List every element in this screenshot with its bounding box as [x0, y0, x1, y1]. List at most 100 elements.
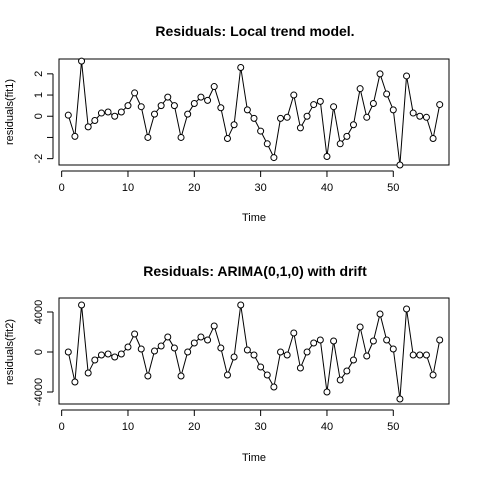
panel-2-series-segment — [353, 329, 361, 358]
panel-1-data-point — [230, 121, 238, 129]
panel-2-data-point — [237, 301, 245, 309]
panel-2-x-tick-label: 20 — [188, 421, 200, 433]
panel-1-data-point — [310, 101, 318, 109]
panel-1-series-segment — [367, 106, 373, 115]
panel-2-y-tick-label: -4000 — [33, 378, 45, 406]
panel-1-series-segment — [380, 76, 387, 92]
panel-1-series-segment — [320, 104, 328, 154]
panel-1-series-segment — [308, 106, 313, 114]
panel-2-data-point — [124, 343, 132, 351]
panel-2-data-point — [389, 345, 397, 353]
panel-1-y-tick-label: -2 — [33, 154, 45, 164]
panel-1-y-axis-label: residuals(fit1) — [4, 79, 16, 145]
panel-1-series-segment — [174, 108, 181, 135]
panel-2-data-point — [250, 351, 258, 359]
panel-1-series-segment — [214, 89, 221, 106]
panel-1-data-point — [237, 63, 245, 71]
panel-1-series-segment — [90, 122, 93, 126]
panel-2-series-segment — [273, 354, 281, 385]
panel-2-data-point — [263, 371, 271, 379]
panel-2-y-tick-label: 0 — [33, 349, 45, 355]
panel-2-data-point — [157, 342, 165, 350]
panel-1-data-point — [283, 113, 291, 121]
panel-2-data-point — [277, 348, 285, 356]
panel-2-x-tick-label: 30 — [255, 421, 267, 433]
panel-1-y-axis: -2 0 1 2 — [33, 71, 54, 164]
panel-1-series-segment — [406, 78, 414, 111]
panel-1-series-segment — [347, 127, 353, 135]
panel-2-data-point — [310, 339, 318, 347]
panel-1-data-point — [197, 93, 205, 101]
panel-1-x-axis: 0 10 20 30 40 50 — [59, 170, 399, 194]
panel-1-data-point — [104, 108, 112, 116]
panel-1-data-point — [84, 123, 92, 131]
panel-2-data-point — [78, 301, 86, 309]
panel-1-data-point — [429, 135, 437, 142]
panel-2-series-segment — [74, 307, 82, 380]
panel-1-series-segment — [287, 97, 294, 115]
panel-1-series-segment — [208, 89, 214, 98]
panel-1-series-segment — [148, 116, 155, 135]
panel-2-x-axis-label: Time — [242, 452, 266, 464]
panel-2-series-segment — [89, 362, 94, 371]
panel-2-x-tick-label: 10 — [122, 421, 134, 433]
panel-2-series-segment — [162, 339, 167, 344]
panel-2-data-point — [190, 339, 198, 347]
panel-1-data-point — [376, 70, 384, 78]
panel-2-data-point — [316, 336, 324, 344]
panel-1-data-point — [270, 154, 278, 162]
panel-2-series-segment — [148, 353, 155, 374]
panel-1-series-segment — [240, 70, 248, 107]
panel-2-series-segment — [399, 311, 407, 397]
panel-2-y-axis-label: residuals(fit2) — [4, 319, 16, 385]
panel-1-series-segment — [135, 95, 141, 105]
panel-2-series-segment — [426, 357, 433, 373]
panel-1-series-segment — [273, 121, 281, 155]
panel-1-series-segment — [399, 78, 407, 163]
panel-2-series-segment — [347, 362, 353, 369]
panel-1-data-point — [131, 89, 139, 97]
panel-2-data-point — [131, 330, 139, 338]
panel-1-y-tick-label: 0 — [33, 113, 45, 119]
panel-2-data-point — [197, 333, 205, 341]
panel-1-x-axis-label: Time — [242, 212, 266, 224]
panel-1-data-point — [243, 106, 251, 114]
panel-2-series-segment — [221, 350, 228, 373]
panel-2-series-segment — [360, 329, 367, 354]
panel-1-title: Residuals: Local trend model. — [155, 23, 354, 39]
panel-1-y-tick-label: 2 — [33, 71, 45, 77]
panel-1-data-point — [217, 104, 225, 112]
panel-2-data-point — [409, 351, 417, 359]
panel-1-series-segment — [393, 112, 401, 163]
panel-2-data-point — [349, 356, 357, 364]
panel-2-data-point — [230, 353, 238, 361]
panel-2-series-segment — [388, 342, 392, 347]
panel-2-data-point — [204, 336, 212, 344]
panel-2-series-segment — [135, 336, 141, 347]
panel-2-data-point — [71, 378, 79, 386]
panel-2-series-segment — [393, 351, 401, 397]
panel-2-data-point — [257, 363, 265, 371]
panel-1-series-segment — [188, 105, 194, 112]
panel-2-data-point — [91, 356, 99, 364]
panel-1-series-segment — [162, 99, 167, 104]
panel-1-data-point — [64, 111, 72, 119]
panel-2-series-segment — [228, 359, 234, 373]
panel-1-series-segment — [68, 117, 75, 134]
panel-1-series-segment — [196, 98, 200, 102]
panel-1-data-point — [190, 100, 198, 108]
panel-1-data-point — [330, 103, 338, 111]
panel-2-data-point — [223, 371, 231, 379]
panel-2-data-point — [422, 351, 430, 359]
panel-1-series-segment — [360, 91, 367, 115]
panel-1-data-point — [436, 101, 444, 109]
panel-1-data-point — [363, 113, 371, 121]
panel-2-data-point — [416, 351, 424, 359]
panel-1-series — [64, 57, 444, 169]
panel-2-series-segment — [208, 328, 214, 338]
panel-1-data-point — [356, 85, 364, 93]
panel-1-series-segment — [81, 64, 89, 124]
panel-1-series-segment — [96, 114, 100, 119]
panel-2-y-tick-label: 4000 — [33, 300, 45, 324]
